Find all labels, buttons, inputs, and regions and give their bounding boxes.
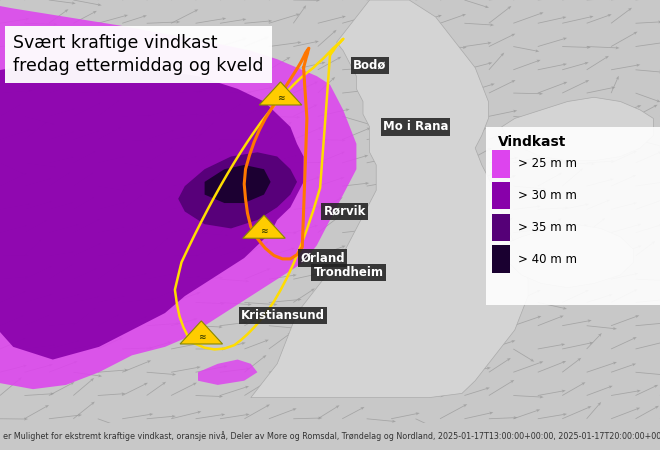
Text: ≈: ≈ — [277, 94, 284, 103]
Polygon shape — [259, 82, 302, 105]
Polygon shape — [0, 0, 356, 389]
Text: Vindkast: Vindkast — [498, 135, 567, 149]
Text: Svært kraftige vindkast
fredag ettermiddag og kveld: Svært kraftige vindkast fredag ettermidd… — [13, 34, 264, 76]
Text: > 30 m m: > 30 m m — [518, 189, 577, 202]
Polygon shape — [180, 321, 222, 344]
FancyBboxPatch shape — [486, 127, 660, 305]
Bar — [492, 150, 510, 178]
Text: ≈: ≈ — [260, 227, 268, 236]
Polygon shape — [205, 165, 271, 203]
Bar — [492, 245, 510, 273]
Polygon shape — [0, 63, 304, 360]
Text: > 35 m m: > 35 m m — [518, 221, 577, 234]
Text: Mo i Rana: Mo i Rana — [383, 121, 448, 133]
Polygon shape — [502, 97, 653, 161]
Text: > 25 m m: > 25 m m — [518, 158, 577, 171]
Polygon shape — [243, 215, 285, 238]
Text: > 40 m m: > 40 m m — [518, 252, 577, 266]
Polygon shape — [502, 224, 634, 288]
Text: Bodø: Bodø — [353, 59, 387, 72]
Polygon shape — [251, 0, 528, 398]
Text: Kristiansund: Kristiansund — [241, 309, 325, 322]
Text: er Mulighet for ekstremt kraftige vindkast, oransje nivå, Deler av More og Romsd: er Mulighet for ekstremt kraftige vindka… — [3, 432, 660, 441]
Text: Rørvik: Rørvik — [323, 205, 366, 218]
Bar — [492, 214, 510, 241]
Text: Ørland: Ørland — [300, 252, 345, 265]
Text: ≈: ≈ — [197, 333, 205, 342]
Text: Trondheim: Trondheim — [314, 266, 383, 279]
Polygon shape — [198, 360, 257, 385]
Bar — [492, 182, 510, 209]
Polygon shape — [178, 152, 297, 229]
